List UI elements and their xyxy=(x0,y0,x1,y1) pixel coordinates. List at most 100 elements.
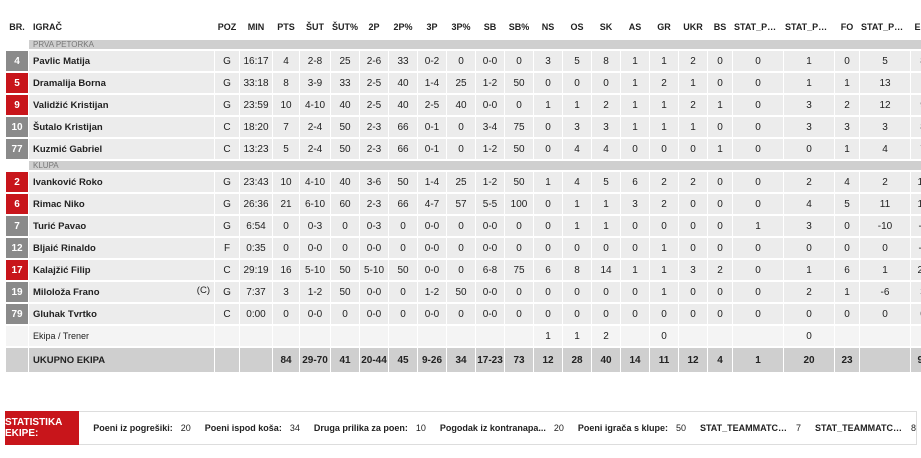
footer-stat-value: 8 xyxy=(910,423,916,433)
stat-cell: 34 xyxy=(447,348,475,372)
stat-cell: 1-2 xyxy=(476,139,504,159)
stat-cell: 0 xyxy=(733,51,783,71)
column-header[interactable]: BR. xyxy=(6,16,28,38)
stat-cell: -10 xyxy=(860,216,910,236)
column-header[interactable]: NS xyxy=(534,16,562,38)
column-header[interactable]: 3P% xyxy=(447,16,475,38)
stat-cell: 1 xyxy=(621,117,649,137)
stat-cell: 40 xyxy=(389,73,417,93)
stat-cell: 0 xyxy=(708,282,732,302)
stat-cell: 4 xyxy=(784,194,834,214)
stat-cell: 2 xyxy=(835,95,859,115)
stat-cell: 40 xyxy=(331,95,359,115)
stat-cell: 1-2 xyxy=(476,172,504,192)
stat-cell: 0:00 xyxy=(240,304,272,324)
stat-cell: 0 xyxy=(563,238,591,258)
stat-cell: 66 xyxy=(389,139,417,159)
column-header[interactable]: UKR xyxy=(679,16,707,38)
stat-cell: 0-2 xyxy=(418,51,446,71)
stat-cell: 0 xyxy=(592,282,620,302)
stat-cell: 0 xyxy=(733,304,783,324)
column-header[interactable]: EFF xyxy=(911,16,921,38)
stat-cell: 4 xyxy=(273,51,299,71)
table-row[interactable]: 6 Rimac Niko G 26:36 21 6-10 60 2-3 66 4-7 57 5-5 10… xyxy=(6,194,921,214)
column-header[interactable]: IGRAČ xyxy=(29,16,214,38)
stat-cell: 0 xyxy=(331,216,359,236)
player-name-link[interactable]: Validžić Kristijan xyxy=(29,95,214,115)
jersey-number: 6 xyxy=(6,194,28,214)
stat-cell: 50 xyxy=(505,172,533,192)
table-row[interactable]: 10 Šutalo Kristijan C 18:20 7 2-4 50 2-3 66 0-1 0 3… xyxy=(6,117,921,137)
stat-cell: 50 xyxy=(389,260,417,280)
stat-cell: C xyxy=(215,139,239,159)
column-header[interactable]: STAT_PERS... xyxy=(860,16,910,38)
table-row[interactable]: 4 Pavlic Matija G 16:17 4 2-8 25 2-6 33 0-2 0 0-0 0 3… xyxy=(6,51,921,71)
footer-stat-value: 34 xyxy=(289,423,300,433)
stat-cell: 12 xyxy=(860,95,910,115)
column-header[interactable]: GR xyxy=(650,16,678,38)
stat-cell xyxy=(418,326,446,346)
stat-cell: 0 xyxy=(650,216,678,236)
stat-cell: 4 xyxy=(860,139,910,159)
column-header[interactable]: 2P xyxy=(360,16,388,38)
table-row[interactable]: 77 Kuzmić Gabriel C 13:23 5 2-4 50 2-3 66 0-1 0 1-2… xyxy=(6,139,921,159)
section-label: PRVA PETORKA xyxy=(29,40,921,49)
column-header[interactable]: SB% xyxy=(505,16,533,38)
column-header[interactable]: AS xyxy=(621,16,649,38)
stat-cell: 12 xyxy=(534,348,562,372)
player-name-link[interactable]: Bljaić Rinaldo xyxy=(29,238,214,258)
table-row[interactable]: 5 Dramalija Borna G 33:18 8 3-9 33 2-5 40 1-4 25 1-… xyxy=(6,73,921,93)
stat-cell: 100 xyxy=(505,194,533,214)
table-row[interactable]: 19 Miloloža Frano (C) G 7:37 3 1-2 50 0-0 0 1-2 50 0… xyxy=(6,282,921,302)
table-row[interactable]: 9 Validžić Kristijan G 23:59 10 4-10 40 2-5 40 2-… xyxy=(6,95,921,115)
section-spacer xyxy=(6,40,28,49)
table-row[interactable]: 79 Gluhak Tvrtko C 0:00 0 0-0 0 0-0 0 0-0 0 0-0 0 0 0 0… xyxy=(6,304,921,324)
stat-cell: 40 xyxy=(592,348,620,372)
column-header[interactable]: 2P% xyxy=(389,16,417,38)
stat-cell: 4-7 xyxy=(418,194,446,214)
section-spacer xyxy=(6,161,28,170)
table-row[interactable]: 2 Ivanković Roko G 23:43 10 4-10 40 3-6 50 1-4 25 1… xyxy=(6,172,921,192)
column-header[interactable]: POZ xyxy=(215,16,239,38)
stat-cell: 3 xyxy=(621,194,649,214)
stat-cell: 41 xyxy=(331,348,359,372)
table-row[interactable]: 7 Turić Pavao G 6:54 0 0-3 0 0-3 0 0-0 0 0-0 0 0 1 1 0 0 0… xyxy=(6,216,921,236)
stat-cell: 1 xyxy=(563,194,591,214)
stat-cell: 0 xyxy=(708,117,732,137)
stat-cell: 40 xyxy=(447,95,475,115)
column-header[interactable]: SK xyxy=(592,16,620,38)
column-header[interactable]: STAT_PERS... xyxy=(733,16,783,38)
column-header[interactable]: OS xyxy=(563,16,591,38)
stat-cell: 45 xyxy=(389,348,417,372)
column-header[interactable]: ŠUT% xyxy=(331,16,359,38)
stat-cell: 5-10 xyxy=(360,260,388,280)
column-header[interactable]: PTS xyxy=(273,16,299,38)
player-name-link[interactable]: Rimac Niko xyxy=(29,194,214,214)
player-name-link[interactable]: Pavlic Matija xyxy=(29,51,214,71)
column-header[interactable]: SB xyxy=(476,16,504,38)
player-name-link[interactable]: Kalajžić Filip xyxy=(29,260,214,280)
player-name-link[interactable]: Šutalo Kristijan xyxy=(29,117,214,137)
player-name-link[interactable]: Dramalija Borna xyxy=(29,73,214,93)
player-name-link[interactable]: Kuzmić Gabriel xyxy=(29,139,214,159)
section-header-row: PRVA PETORKA xyxy=(6,40,921,49)
stat-cell: 7:37 xyxy=(240,282,272,302)
player-name-link[interactable]: Miloloža Frano (C) xyxy=(29,282,214,302)
player-name-link[interactable]: Gluhak Tvrtko xyxy=(29,304,214,324)
stat-cell xyxy=(273,326,299,346)
player-name-link[interactable]: Ivanković Roko xyxy=(29,172,214,192)
column-header[interactable]: ŠUT xyxy=(300,16,330,38)
table-row[interactable]: 17 Kalajžić Filip C 29:19 16 5-10 50 5-10 50 0-0 0… xyxy=(6,260,921,280)
column-header[interactable]: STAT_PERS... xyxy=(784,16,834,38)
stat-cell: 0 xyxy=(708,304,732,324)
column-header[interactable]: MIN xyxy=(240,16,272,38)
table-row[interactable]: 12 Bljaić Rinaldo F 0:35 0 0-0 0 0-0 0 0-0 0 0-0 0 0 0… xyxy=(6,238,921,258)
stat-cell: 0 xyxy=(273,216,299,236)
stat-cell: 0 xyxy=(273,238,299,258)
player-name-link[interactable]: Turić Pavao xyxy=(29,216,214,236)
column-header[interactable]: 3P xyxy=(418,16,446,38)
column-header[interactable]: FO xyxy=(835,16,859,38)
stat-cell: 5 xyxy=(273,139,299,159)
column-header[interactable]: BS xyxy=(708,16,732,38)
stat-cell: 0 xyxy=(447,260,475,280)
